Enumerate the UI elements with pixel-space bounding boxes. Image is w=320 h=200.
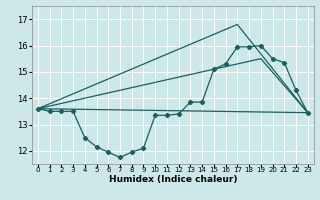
X-axis label: Humidex (Indice chaleur): Humidex (Indice chaleur) xyxy=(108,175,237,184)
